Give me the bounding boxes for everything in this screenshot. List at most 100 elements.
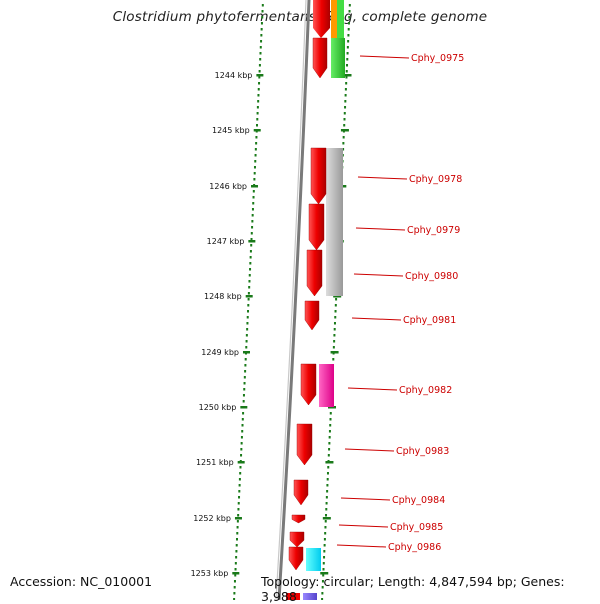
ruler-dot — [247, 298, 250, 301]
ruler-dot — [335, 298, 338, 301]
ruler-dot — [253, 166, 256, 169]
ruler-dot — [342, 142, 345, 145]
label-leader-line — [340, 497, 391, 501]
ruler-dot — [234, 568, 237, 571]
gene-label[interactable]: Cphy_0979 — [407, 225, 460, 236]
ruler-dot — [342, 148, 345, 151]
ruler-dot — [239, 466, 242, 469]
ruler-dot — [346, 52, 349, 55]
gene-label[interactable]: Cphy_0985 — [390, 522, 443, 533]
kbp-tick-label: 1251 kbp — [196, 458, 234, 467]
ruler-dot — [333, 340, 336, 343]
ruler-dot — [321, 580, 324, 583]
ruler-dot — [238, 496, 241, 499]
ruler-dot — [329, 412, 332, 415]
ruler-dot — [234, 574, 237, 577]
ruler-dot — [240, 454, 243, 457]
ruler-dot — [251, 214, 254, 217]
ruler-dot — [329, 424, 332, 427]
cds-arrow-cphy-0987[interactable] — [288, 546, 304, 571]
cds-arrow-cphy-0975[interactable] — [312, 37, 328, 79]
ruler-dot — [235, 550, 238, 553]
ruler-dot — [323, 544, 326, 547]
gene-label[interactable]: Cphy_0975 — [411, 53, 464, 64]
ruler-dot — [324, 532, 327, 535]
ruler-dot — [346, 58, 349, 61]
ruler-dot — [252, 196, 255, 199]
ruler-dot — [247, 292, 250, 295]
gene-label[interactable]: Cphy_0982 — [399, 385, 452, 396]
ruler-dot — [325, 514, 328, 517]
ruler-dot — [260, 22, 263, 25]
label-leader-line — [357, 176, 408, 180]
ruler-dot — [233, 592, 236, 595]
ruler-dot — [344, 88, 347, 91]
cds-arrow-cphy-0984[interactable] — [293, 479, 309, 506]
ruler-dot — [241, 424, 244, 427]
gene-features[interactable] — [288, 37, 345, 571]
ruler-dot — [245, 334, 248, 337]
cds-arrow-top[interactable] — [313, 0, 330, 38]
gene-label[interactable]: Cphy_0981 — [403, 315, 456, 326]
ruler-dot — [328, 436, 331, 439]
ruler-dot — [321, 586, 324, 589]
ruler-dot — [246, 322, 249, 325]
ruler-dot — [260, 40, 263, 43]
label-leader-line — [351, 317, 402, 321]
gene-label[interactable]: Cphy_0986 — [388, 542, 441, 553]
ruler-dot — [249, 262, 252, 265]
ruler-dot — [238, 484, 241, 487]
ruler-dot — [343, 124, 346, 127]
label-leader-line — [355, 227, 406, 231]
ruler-dot — [345, 76, 348, 79]
cds-arrow-cphy-0985[interactable] — [291, 514, 306, 524]
ruler-dot — [344, 94, 347, 97]
cds-arrow-cphy-0986[interactable] — [289, 531, 305, 548]
ruler-dot — [246, 328, 249, 331]
ruler-dot — [243, 388, 246, 391]
ruler-dot — [255, 136, 258, 139]
gene-labels[interactable]: Cphy_0975 Cphy_0978 Cphy_0979 Cphy_0980 Cphy… — [388, 53, 464, 553]
major-tick — [245, 295, 253, 298]
cds-arrow-cphy-0979[interactable] — [308, 203, 325, 251]
ruler-dot — [254, 148, 257, 151]
ruler-dot — [243, 376, 246, 379]
ruler-dot — [333, 334, 336, 337]
cds-arrow-cphy-0980[interactable] — [306, 249, 323, 297]
major-tick — [242, 351, 250, 354]
cds-arrow-cphy-0981[interactable] — [304, 300, 320, 331]
cds-block-bottom[interactable] — [286, 593, 300, 600]
cds-arrow-cphy-0982[interactable] — [300, 363, 317, 406]
ruler-dot — [344, 106, 347, 109]
ruler-dot — [327, 466, 330, 469]
gene-label[interactable]: Cphy_0980 — [405, 271, 458, 282]
ruler-dot — [243, 382, 246, 385]
kbp-tick-label: 1253 kbp — [191, 569, 229, 578]
ruler-dot — [241, 418, 244, 421]
ruler-dot — [257, 100, 260, 103]
cds-arrow-cphy-0978[interactable] — [310, 147, 327, 205]
major-tick — [240, 406, 248, 409]
ruler-dot — [348, 10, 351, 13]
gene-label[interactable]: Cphy_0983 — [396, 446, 449, 457]
ruler-dot — [236, 532, 239, 535]
ruler-dot — [251, 208, 254, 211]
ruler-dot — [329, 418, 332, 421]
major-tick — [343, 74, 352, 77]
gene-label[interactable]: Cphy_0984 — [392, 495, 445, 506]
ruler-dot — [233, 586, 236, 589]
ruler-dot — [237, 514, 240, 517]
ruler-dot — [323, 556, 326, 559]
ruler-dot — [261, 4, 264, 7]
ruler-dot — [248, 286, 251, 289]
ruler-dot — [259, 52, 262, 55]
gene-label[interactable]: Cphy_0978 — [409, 174, 462, 185]
kbp-tick-label: 1245 kbp — [212, 126, 250, 135]
cog-bar-magenta — [319, 364, 334, 407]
cds-arrow-cphy-0983[interactable] — [296, 423, 313, 466]
ruler-dot — [240, 442, 243, 445]
ruler-dot — [256, 118, 259, 121]
ruler-dot — [244, 358, 247, 361]
ruler-dot — [237, 508, 240, 511]
